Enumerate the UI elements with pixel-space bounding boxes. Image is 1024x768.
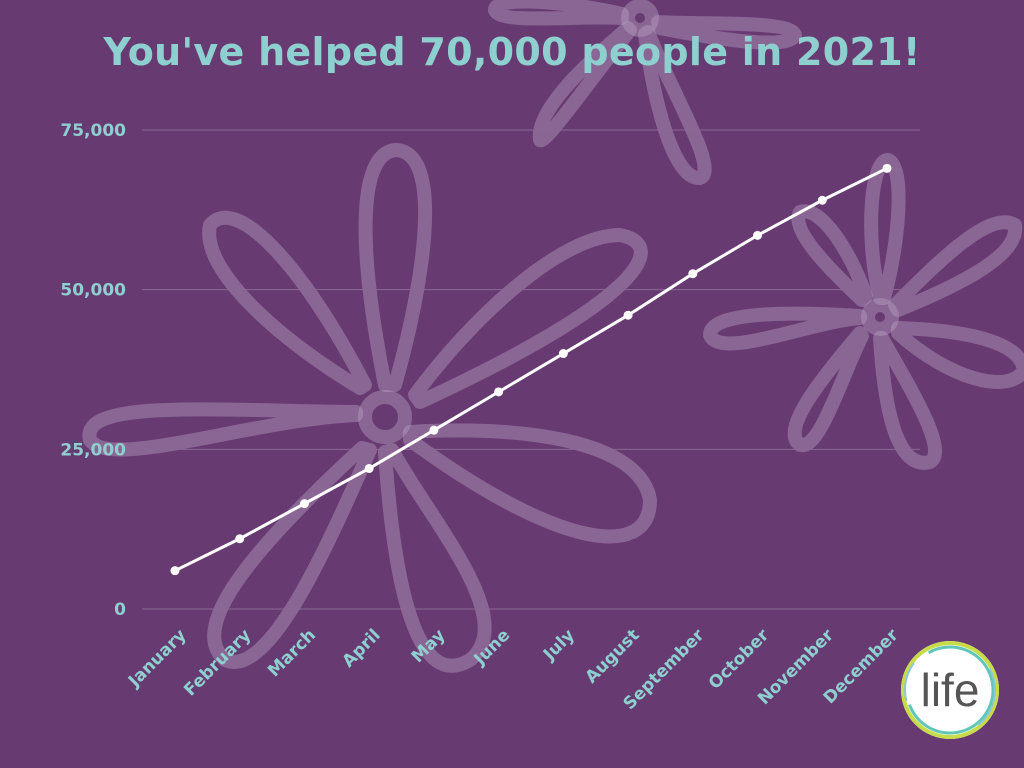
grid-lines (142, 129, 920, 610)
y-tick-label: 50,000 (60, 281, 126, 301)
x-tick-label: January (124, 625, 190, 691)
x-tick-label: August (582, 625, 644, 687)
data-point (494, 387, 504, 397)
data-point (817, 195, 827, 205)
x-tick-label: October (705, 625, 774, 694)
logo-text: life (921, 664, 980, 716)
chart-title: You've helped 70,000 people in 2021! (103, 30, 921, 74)
data-point (429, 425, 439, 435)
series-points (170, 163, 892, 576)
data-point (558, 349, 568, 359)
x-tick-label: July (539, 625, 579, 665)
flower-outline-icon (82, 0, 1024, 673)
y-tick-label: 25,000 (60, 440, 126, 460)
series-line (174, 166, 888, 573)
flower-outline-icon (82, 143, 657, 673)
y-tick-label: 75,000 (60, 121, 126, 141)
y-axis-ticks: 0 25,000 50,000 75,000 (60, 121, 126, 620)
data-point (623, 310, 633, 320)
life-logo: life (901, 641, 999, 739)
data-point (299, 499, 309, 509)
flower-outline-icon (488, 0, 802, 185)
x-tick-label: April (338, 625, 384, 671)
data-point (364, 463, 374, 473)
data-point (753, 230, 763, 240)
data-point (688, 269, 698, 279)
flower-outline-icon (703, 153, 1024, 470)
data-point (170, 566, 180, 576)
data-point (235, 534, 245, 544)
y-tick-label: 0 (114, 600, 126, 620)
data-point (882, 163, 892, 173)
